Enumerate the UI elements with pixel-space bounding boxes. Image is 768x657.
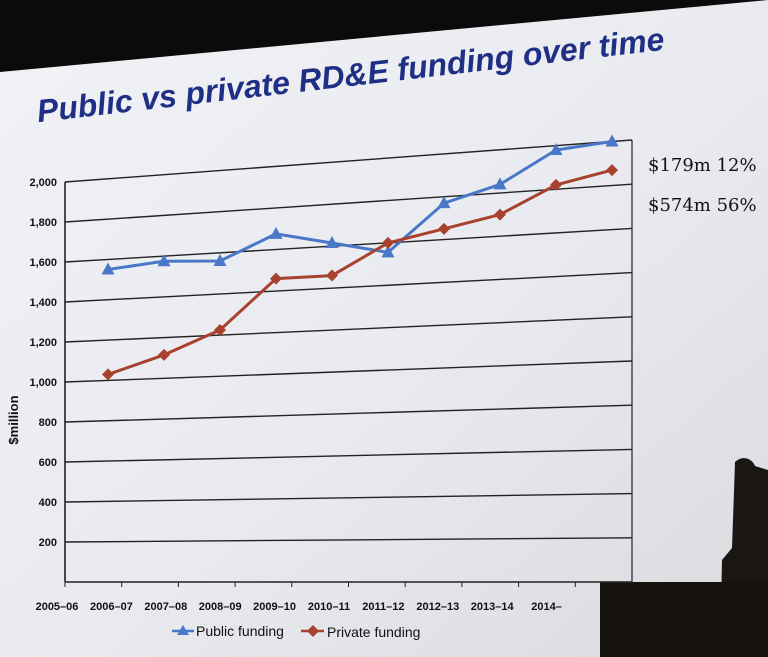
private-funding-annotation: $574m 56% bbox=[648, 195, 757, 216]
y-tick-label: 2,000 bbox=[29, 177, 57, 189]
public-funding-point bbox=[269, 226, 283, 239]
public-funding-point bbox=[437, 196, 451, 209]
y-tick-label: 1,200 bbox=[29, 337, 57, 349]
private-funding-point bbox=[382, 236, 394, 249]
line-chart: 200 400 600 800 1,000 1,200 1,400 1,600 1,800 2,0… bbox=[29, 134, 633, 613]
public-funding-point bbox=[101, 262, 115, 275]
series-line-public bbox=[107, 140, 613, 271]
x-tick-label: 2012–13 bbox=[416, 601, 459, 613]
public-funding-point bbox=[325, 236, 339, 249]
x-tick-label: 2005–06 bbox=[36, 601, 79, 613]
private-funding-point bbox=[326, 269, 338, 282]
series-layer bbox=[101, 134, 619, 381]
legend-public-label: Public funding bbox=[196, 623, 284, 639]
public-funding-point bbox=[157, 254, 171, 267]
public-funding-point bbox=[605, 134, 619, 147]
public-funding-point bbox=[381, 245, 395, 258]
series-line-private bbox=[107, 168, 613, 376]
x-tick-label: 2011–12 bbox=[362, 601, 404, 613]
y-tick-label: 400 bbox=[39, 497, 57, 509]
gridline bbox=[64, 139, 633, 183]
y-tick-label: 200 bbox=[39, 537, 57, 549]
x-tick-label: 2009–10 bbox=[253, 601, 296, 613]
public-funding-point bbox=[493, 177, 507, 190]
x-tick-label: 2008–09 bbox=[199, 601, 242, 613]
private-funding-point bbox=[102, 368, 114, 381]
grid-lines bbox=[64, 139, 633, 583]
gridline bbox=[64, 448, 633, 463]
public-funding-annotation: $179m 12% bbox=[648, 155, 757, 176]
private-funding-point bbox=[606, 164, 618, 177]
y-tick-label: 1,000 bbox=[29, 377, 57, 389]
x-tick-label: 2007–08 bbox=[144, 601, 187, 613]
y-tick-label: 600 bbox=[39, 457, 57, 469]
y-tick-label: 1,800 bbox=[29, 217, 57, 229]
legend-public-marker bbox=[177, 625, 189, 635]
gridline bbox=[64, 537, 633, 543]
y-tick-label: 1,600 bbox=[29, 257, 57, 269]
legend-private-label: Private funding bbox=[327, 624, 420, 640]
gridline bbox=[64, 271, 633, 303]
private-funding-point bbox=[494, 208, 506, 221]
gridline bbox=[64, 360, 633, 383]
gridline bbox=[64, 492, 633, 503]
legend-private-marker bbox=[307, 625, 319, 637]
x-tick-label: 2010–11 bbox=[308, 601, 350, 613]
y-tick-labels: 200 400 600 800 1,000 1,200 1,400 1,600 1,800 2,0… bbox=[29, 177, 57, 549]
y-tick-label: 800 bbox=[39, 417, 57, 429]
gridline bbox=[64, 404, 633, 423]
private-funding-point bbox=[158, 348, 170, 361]
gridline bbox=[64, 183, 633, 223]
public-funding-point bbox=[549, 142, 563, 155]
private-funding-point bbox=[214, 323, 226, 336]
x-tick-label: 2014– bbox=[531, 601, 562, 613]
x-tick-labels: 2005–06 2006–07 2007–08 2008–09 2009–10 2010–… bbox=[36, 582, 633, 613]
private-funding-point bbox=[438, 222, 450, 235]
public-funding-point bbox=[213, 254, 227, 267]
gridline bbox=[64, 316, 633, 343]
private-funding-point bbox=[270, 272, 282, 285]
lectern-base bbox=[600, 582, 768, 657]
y-tick-label: 1,400 bbox=[29, 297, 57, 309]
x-tick-label: 2013–14 bbox=[471, 601, 515, 613]
x-tick-label: 2006–07 bbox=[90, 601, 133, 613]
y-axis-label: $million bbox=[6, 395, 21, 444]
legend: Public funding Private funding bbox=[172, 623, 420, 640]
private-funding-point bbox=[550, 178, 562, 191]
